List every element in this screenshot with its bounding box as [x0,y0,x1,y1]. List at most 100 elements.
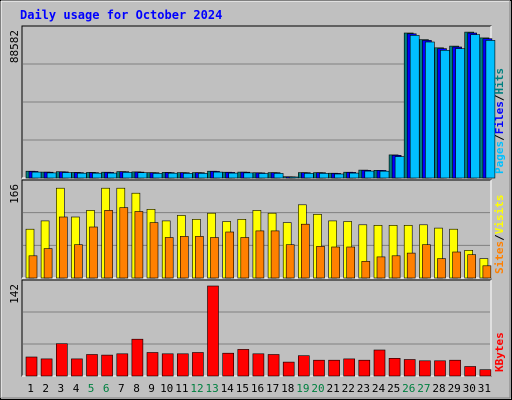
chart-panels: 88582 Pages/Files/Hits 166 Sites/Visits 142K… [8,25,506,377]
bar-sites-day-21 [331,246,340,279]
x-tick-label: 9 [148,382,155,395]
bar-pages-day-10 [167,172,178,179]
bar-sites-day-14 [225,231,234,279]
bar-kbytes-day-20 [313,359,325,377]
legend-item: KBytes [493,332,506,372]
bar-kbytes-day-14 [222,352,234,377]
y-max-label: 166 [8,184,21,204]
x-tick-label: 21 [326,382,339,395]
bar-pages-day-29 [455,48,465,179]
x-tick-label: 15 [236,382,249,395]
bar-pages-day-22 [349,172,360,179]
bar-kbytes-day-16 [252,353,265,377]
bar-sites-day-6 [104,210,113,279]
bar-sites-day-20 [316,246,325,279]
legend-item: / [493,94,506,101]
bar-kbytes-day-6 [101,354,113,377]
x-tick-label: 23 [357,382,370,395]
bar-pages-day-9 [152,173,163,179]
bar-pages-day-25 [394,156,405,179]
bar-pages-day-31 [485,40,496,179]
bar-kbytes-day-25 [388,357,401,377]
x-tick-label: 22 [342,382,355,395]
bar-sites-day-10 [164,237,174,279]
bar-kbytes-day-19 [297,355,310,377]
bar-kbytes-day-22 [343,358,356,377]
bar-sites-day-26 [406,252,416,279]
bar-kbytes-day-7 [116,353,129,377]
x-tick-label: 13 [205,382,218,395]
legend-hits-files-pages: Pages/Files/Hits [493,68,506,174]
y-max-label: 88582 [8,30,21,63]
x-tick-label: 29 [448,382,461,395]
x-tick-label: 16 [251,382,264,395]
bar-sites-day-18 [285,244,295,279]
bar-sites-day-29 [452,251,461,279]
x-tick-label: 14 [221,382,235,395]
bar-pages-day-1 [31,171,42,179]
bar-pages-day-24 [379,170,390,179]
bar-sites-day-27 [422,244,431,279]
legend-item: / [493,134,506,141]
legend-item: / [493,234,506,241]
x-tick-label: 11 [175,382,188,395]
bar-sites-day-15 [240,237,250,279]
x-tick-label: 25 [387,382,400,395]
x-tick-label: 31 [478,382,491,395]
x-tick-label: 20 [311,382,324,395]
bar-pages-day-3 [61,172,72,179]
bar-pages-day-17 [273,173,284,179]
bar-kbytes-day-9 [146,352,159,377]
bar-pages-day-21 [334,173,344,179]
bar-pages-day-14 [228,172,238,179]
bar-pages-day-27 [425,41,435,179]
bar-kbytes-day-26 [403,359,416,377]
x-tick-label: 7 [118,382,125,395]
bar-kbytes-day-13 [207,285,219,377]
bar-pages-day-16 [258,173,269,179]
chart-title: Daily usage for October 2024 [20,8,222,22]
bar-pages-day-18 [288,176,299,179]
bar-sites-day-9 [149,222,159,279]
bar-kbytes-day-12 [192,352,204,377]
panel-hits-files-pages: 88582 Pages/Files/Hits [8,25,506,179]
bar-sites-day-31 [482,265,492,279]
bar-sites-day-17 [270,230,280,279]
bar-sites-day-8 [134,211,144,279]
x-tick-label: 19 [296,382,309,395]
bar-pages-day-6 [107,172,117,179]
legend-kbytes: KBytes [493,332,506,372]
x-tick-label: 30 [463,382,476,395]
bar-pages-day-8 [137,172,148,179]
legend-item: Files [493,101,506,134]
bar-pages-day-20 [319,173,329,179]
bar-sites-day-30 [467,254,477,279]
bar-sites-day-28 [437,258,446,279]
legend-item: Visits [493,195,506,235]
legend-visits-sites: Sites/Visits [493,195,506,275]
bar-pages-day-2 [46,172,57,179]
bar-kbytes-day-5 [86,354,98,377]
bar-kbytes-day-27 [419,360,431,377]
x-tick-label: 1 [27,382,34,395]
bar-pages-day-5 [92,172,102,179]
bar-sites-day-16 [255,230,265,279]
bar-kbytes-day-17 [267,354,280,377]
bar-sites-day-19 [300,223,310,279]
x-tick-label: 28 [432,382,445,395]
bar-kbytes-day-3 [55,343,68,377]
x-tick-label: 6 [103,382,110,395]
bar-sites-day-13 [210,237,219,279]
bar-sites-day-23 [361,261,371,279]
x-tick-label: 8 [133,382,140,395]
panel-kbytes: 142 KBytes [8,279,506,377]
x-tick-label: 4 [73,382,80,395]
bar-kbytes-day-8 [131,338,144,377]
x-tick-label: 12 [190,382,203,395]
bar-kbytes-day-11 [177,353,189,377]
bar-sites-day-3 [58,216,68,279]
bar-pages-day-19 [303,173,314,179]
bar-pages-day-13 [213,171,223,179]
bar-kbytes-day-21 [328,359,340,377]
